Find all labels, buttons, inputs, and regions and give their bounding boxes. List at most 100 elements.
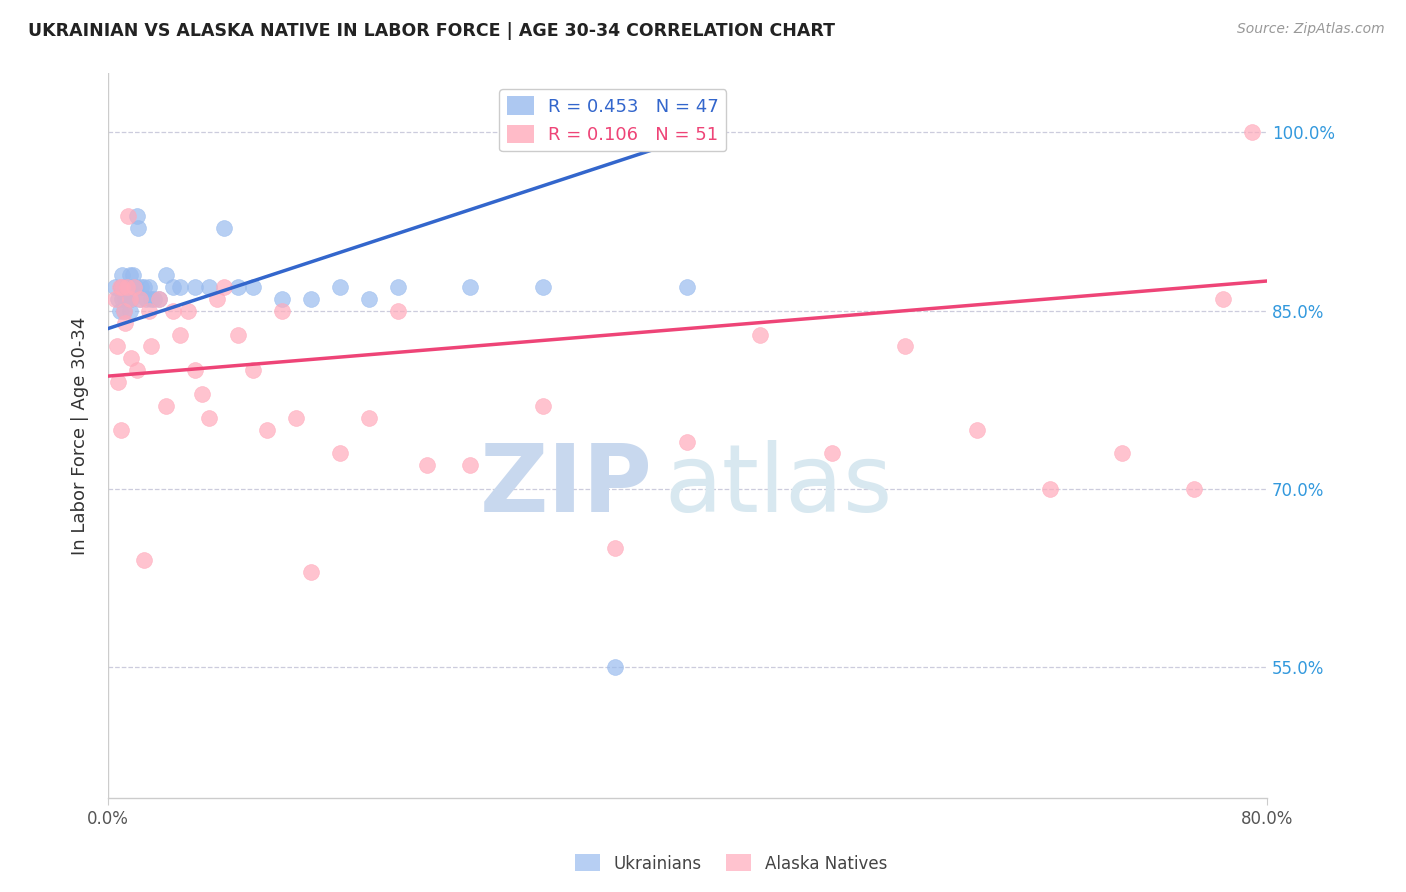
Point xyxy=(1212,292,1234,306)
Point xyxy=(111,268,134,282)
Text: atlas: atlas xyxy=(664,441,893,533)
Point xyxy=(134,280,156,294)
Point xyxy=(228,327,250,342)
Point xyxy=(138,303,160,318)
Point xyxy=(120,351,142,366)
Point xyxy=(108,303,131,318)
Point xyxy=(198,280,221,294)
Point xyxy=(104,280,127,294)
Point xyxy=(141,292,163,306)
Point xyxy=(458,280,481,294)
Point xyxy=(1111,446,1133,460)
Point xyxy=(162,303,184,318)
Point xyxy=(329,280,352,294)
Point xyxy=(117,209,139,223)
Point xyxy=(114,292,136,306)
Point xyxy=(242,363,264,377)
Point xyxy=(603,541,626,556)
Text: Source: ZipAtlas.com: Source: ZipAtlas.com xyxy=(1237,22,1385,37)
Point xyxy=(105,339,128,353)
Point xyxy=(212,220,235,235)
Point xyxy=(169,327,191,342)
Point xyxy=(458,458,481,473)
Point xyxy=(270,292,292,306)
Point xyxy=(110,423,132,437)
Point xyxy=(893,339,915,353)
Point xyxy=(125,363,148,377)
Point xyxy=(228,280,250,294)
Point xyxy=(329,446,352,460)
Point xyxy=(1184,482,1206,496)
Point xyxy=(148,292,170,306)
Point xyxy=(205,292,228,306)
Point xyxy=(120,280,142,294)
Point xyxy=(112,303,135,318)
Y-axis label: In Labor Force | Age 30-34: In Labor Force | Age 30-34 xyxy=(72,317,89,555)
Point xyxy=(387,303,409,318)
Point xyxy=(155,268,177,282)
Point xyxy=(155,399,177,413)
Point xyxy=(676,434,699,449)
Point xyxy=(256,423,278,437)
Point xyxy=(603,660,626,674)
Point xyxy=(115,280,138,294)
Point xyxy=(124,280,146,294)
Point xyxy=(162,280,184,294)
Point xyxy=(357,292,380,306)
Point xyxy=(184,363,207,377)
Point xyxy=(270,303,292,318)
Point xyxy=(169,280,191,294)
Point xyxy=(357,410,380,425)
Point xyxy=(285,410,308,425)
Point xyxy=(121,268,143,282)
Point xyxy=(118,292,141,306)
Point xyxy=(184,280,207,294)
Point xyxy=(110,280,132,294)
Point xyxy=(299,292,322,306)
Point xyxy=(115,280,138,294)
Point xyxy=(176,303,198,318)
Point xyxy=(415,458,437,473)
Point xyxy=(118,303,141,318)
Point xyxy=(108,280,131,294)
Point xyxy=(111,292,134,306)
Point xyxy=(112,303,135,318)
Point xyxy=(125,209,148,223)
Point xyxy=(134,553,156,567)
Point xyxy=(198,410,221,425)
Point xyxy=(966,423,988,437)
Point xyxy=(135,292,157,306)
Point xyxy=(531,399,554,413)
Point xyxy=(104,292,127,306)
Point xyxy=(127,220,149,235)
Legend: Ukrainians, Alaska Natives: Ukrainians, Alaska Natives xyxy=(568,847,894,880)
Point xyxy=(117,292,139,306)
Point xyxy=(114,316,136,330)
Point xyxy=(128,292,150,306)
Point xyxy=(122,280,145,294)
Point xyxy=(111,280,134,294)
Point xyxy=(115,292,138,306)
Point xyxy=(212,280,235,294)
Point xyxy=(821,446,844,460)
Text: ZIP: ZIP xyxy=(479,441,652,533)
Point xyxy=(107,292,129,306)
Point xyxy=(138,280,160,294)
Point xyxy=(531,280,554,294)
Point xyxy=(112,280,135,294)
Point xyxy=(676,280,699,294)
Point xyxy=(1241,125,1264,139)
Point xyxy=(299,566,322,580)
Text: UKRAINIAN VS ALASKA NATIVE IN LABOR FORCE | AGE 30-34 CORRELATION CHART: UKRAINIAN VS ALASKA NATIVE IN LABOR FORC… xyxy=(28,22,835,40)
Point xyxy=(748,327,770,342)
Point xyxy=(387,280,409,294)
Point xyxy=(107,375,129,389)
Point xyxy=(120,292,142,306)
Point xyxy=(141,339,163,353)
Point xyxy=(148,292,170,306)
Point xyxy=(191,387,214,401)
Point xyxy=(242,280,264,294)
Point xyxy=(128,292,150,306)
Point xyxy=(114,280,136,294)
Point xyxy=(122,280,145,294)
